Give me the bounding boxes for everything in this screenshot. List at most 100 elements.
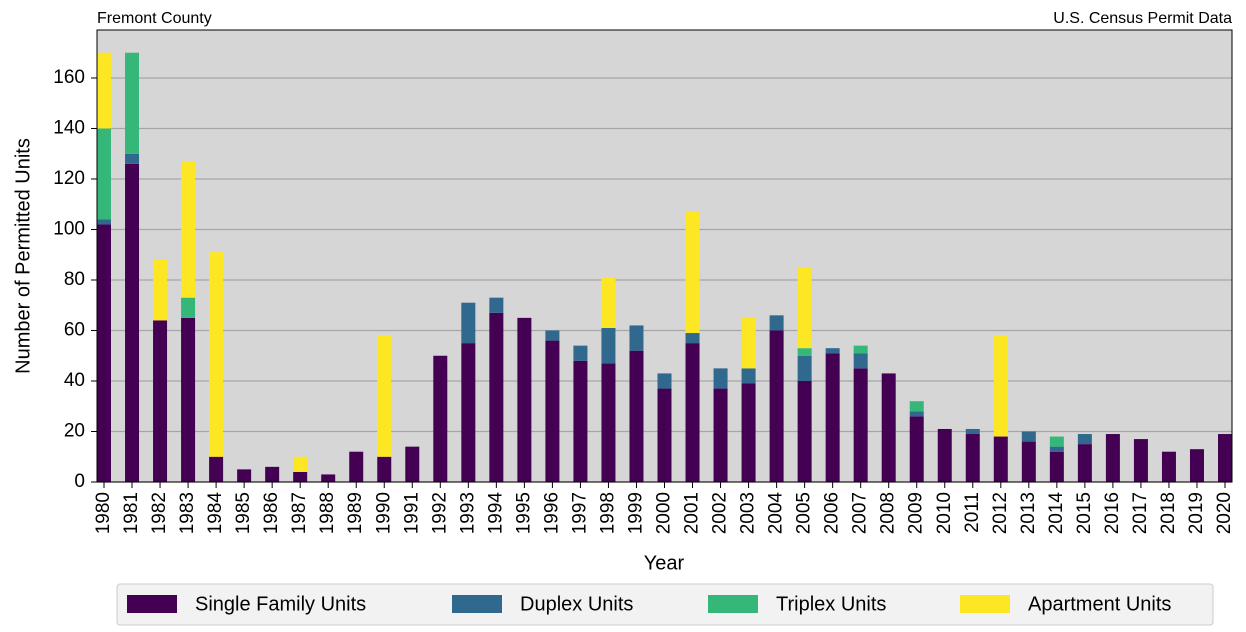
x-tick-label: 1999 <box>625 492 646 534</box>
bar-segment <box>237 469 252 482</box>
legend-swatch <box>452 595 502 613</box>
bar-segment <box>629 350 644 482</box>
x-tick-label: 1997 <box>569 492 590 534</box>
bar-segment <box>209 456 224 482</box>
bar-segment <box>1077 444 1092 482</box>
bar-segment <box>853 353 868 369</box>
legend-label: Apartment Units <box>1028 593 1171 615</box>
title-left: Fremont County <box>97 10 212 27</box>
bar-segment <box>769 330 784 482</box>
x-tick-label: 2002 <box>710 492 731 534</box>
x-tick-label: 1992 <box>429 492 450 534</box>
x-tick-label: 2018 <box>1158 492 1179 534</box>
bar-segment <box>1021 431 1036 442</box>
bar-segment <box>293 456 308 472</box>
x-tick-label: 1981 <box>121 492 142 534</box>
bar-segment <box>1049 451 1064 482</box>
bar-segment <box>97 52 111 129</box>
bar-segment <box>685 211 700 334</box>
x-tick-label: 2015 <box>1074 492 1095 534</box>
x-tick-label: 1998 <box>597 492 618 534</box>
bar-segment <box>489 312 504 482</box>
x-tick-label: 2008 <box>878 492 899 534</box>
bar-segment <box>573 360 588 482</box>
legend-swatch <box>960 595 1010 613</box>
x-tick-label: 2017 <box>1130 492 1151 534</box>
bar-segment <box>797 348 812 356</box>
x-tick-label: 2014 <box>1046 492 1067 535</box>
bar-segment <box>181 161 196 298</box>
x-tick-label: 2007 <box>850 492 871 534</box>
bar-segment <box>181 297 196 318</box>
y-tick-label: 40 <box>64 370 85 391</box>
bar-segment <box>1161 451 1176 482</box>
x-tick-label: 2012 <box>990 492 1011 534</box>
y-tick-label: 100 <box>53 219 85 240</box>
bar-segment <box>601 327 616 364</box>
x-tick-label: 1980 <box>93 492 114 534</box>
bar-segment <box>657 388 672 482</box>
y-tick-label: 80 <box>64 269 85 290</box>
x-tick-label: 1987 <box>289 492 310 534</box>
bar-segment <box>97 219 111 225</box>
y-tick-label: 160 <box>53 67 85 88</box>
bar-segment <box>1049 436 1064 447</box>
x-tick-label: 2020 <box>1214 492 1235 534</box>
bar-segment <box>573 345 588 361</box>
legend-swatch <box>708 595 758 613</box>
x-tick-label: 1982 <box>149 492 170 534</box>
bar-segment <box>853 345 868 354</box>
y-tick-label: 0 <box>74 471 85 492</box>
bar-segment <box>741 368 756 384</box>
legend <box>116 583 1214 626</box>
bar-segment <box>825 353 840 482</box>
bar-segment <box>545 330 560 341</box>
bar-segment <box>909 416 924 482</box>
bar-segment <box>993 335 1008 437</box>
bar-segment <box>629 325 644 351</box>
x-tick-label: 2019 <box>1186 492 1207 534</box>
bar-segment <box>741 383 756 482</box>
x-tick-label: 2003 <box>738 492 759 534</box>
bar-segment <box>937 428 952 482</box>
bar-segment <box>909 401 924 412</box>
bar-segment <box>517 317 532 482</box>
bar-segment <box>181 317 196 482</box>
title-right: U.S. Census Permit Data <box>1053 10 1232 27</box>
bar-segment <box>125 153 140 164</box>
bar-segment <box>713 388 728 482</box>
bar-segment <box>461 343 476 482</box>
bar-segment <box>405 446 420 482</box>
y-tick-label: 140 <box>53 117 85 138</box>
bar-segment <box>97 224 111 482</box>
bar-segment <box>349 451 364 482</box>
x-tick-label: 1991 <box>401 492 422 534</box>
bar-segment <box>461 302 476 344</box>
bar-segment <box>965 434 980 482</box>
bar-segment <box>909 411 924 417</box>
bar-segment <box>685 343 700 482</box>
bar-segment <box>713 368 728 389</box>
x-tick-label: 1985 <box>233 492 254 534</box>
bar-segment <box>1049 446 1064 452</box>
bar-segment <box>1105 434 1120 482</box>
bar-segment <box>153 259 168 321</box>
bar-segment <box>1218 434 1232 482</box>
x-tick-label: 2011 <box>962 492 983 533</box>
legend-label: Single Family Units <box>195 593 366 615</box>
bar-segment <box>1133 439 1148 482</box>
bar-segment <box>601 363 616 482</box>
bar-segment <box>545 340 560 482</box>
bar-segment <box>97 128 111 220</box>
bar-segment <box>321 474 336 482</box>
bar-segment <box>993 436 1008 482</box>
x-tick-label: 1995 <box>513 492 534 534</box>
legend-swatch <box>127 595 177 613</box>
bar-segment <box>797 355 812 381</box>
bar-segment <box>1189 449 1204 482</box>
bar-segment <box>741 317 756 369</box>
bar-segment <box>377 335 392 457</box>
bar-segment <box>265 466 280 482</box>
bar-segment <box>293 471 308 482</box>
